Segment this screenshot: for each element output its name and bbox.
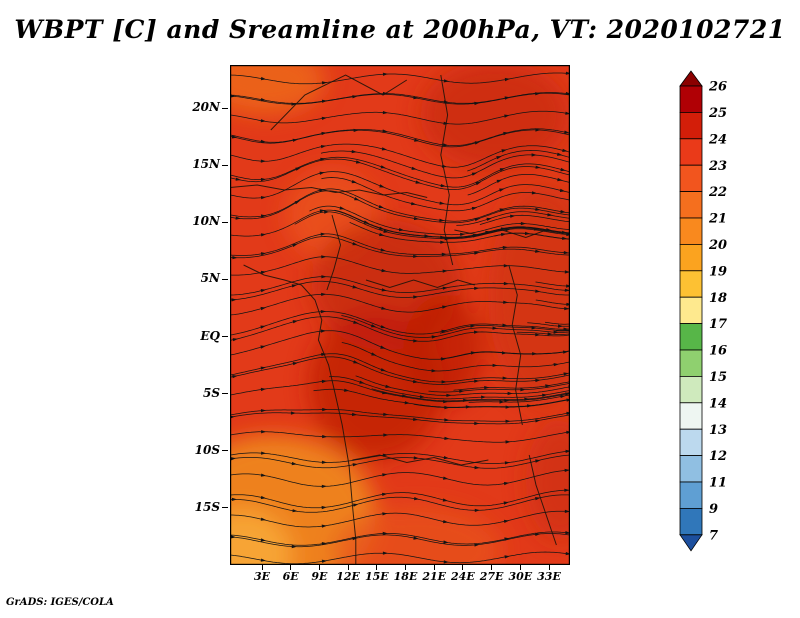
colorbar-level-label: 22 <box>708 185 727 200</box>
lat-tick-label: 20N <box>192 100 220 114</box>
lat-tick-mark <box>222 221 228 223</box>
streamline-map <box>172 45 598 600</box>
colorbar-level-label: 11 <box>709 476 727 491</box>
colorbar-level-label: 17 <box>709 317 727 332</box>
lon-tick-mark <box>433 565 435 570</box>
lat-tick-mark <box>222 336 228 338</box>
lat-tick-label: 5N <box>200 271 220 286</box>
colorbar-band <box>679 296 703 324</box>
colorbar-band <box>679 428 703 457</box>
colorbar-level-label: 12 <box>709 449 727 464</box>
lat-tick-mark <box>222 507 228 509</box>
streamline-arrowheads <box>229 71 574 564</box>
colorbar-level-label: 20 <box>708 238 727 253</box>
colorbar-band <box>679 191 703 219</box>
lon-tick-mark <box>519 565 521 570</box>
lon-tick-label: 21E <box>422 570 447 583</box>
lon-tick-mark <box>405 565 406 570</box>
lat-tick-mark <box>222 164 228 166</box>
colorbar-level-label: 16 <box>709 344 727 359</box>
colorbar-level-label: 9 <box>709 502 718 517</box>
colorbar-band <box>679 270 703 298</box>
colorbar-band <box>679 455 703 483</box>
chart-title: WBPT [C] and Sreamline at 200hPa, VT: 20… <box>14 15 786 44</box>
lon-tick-mark <box>462 565 464 570</box>
colorbar-band <box>679 85 703 113</box>
colorbar-level-label: 26 <box>708 80 727 95</box>
colorbar-level-label: 23 <box>708 159 727 174</box>
colorbar-level-label: 18 <box>709 291 727 306</box>
colorbar-level-label: 13 <box>709 423 727 438</box>
lat-tick-mark <box>222 450 228 452</box>
lon-tick-label: 9E <box>311 570 328 583</box>
colorbar-level-label: 19 <box>709 264 727 279</box>
colorbar-band <box>679 112 703 140</box>
lat-tick-mark <box>222 107 228 109</box>
lon-tick-mark <box>318 565 320 570</box>
lon-tick-label: 12E <box>336 570 360 583</box>
lon-tick-mark <box>376 565 378 570</box>
lon-tick-mark <box>290 565 292 570</box>
lat-tick-label: 15N <box>192 157 220 172</box>
lat-tick-label: 5S <box>202 385 220 400</box>
colorbar-band <box>679 138 703 166</box>
lon-tick-label: 27E <box>479 570 504 583</box>
lon-tick-mark <box>347 565 349 570</box>
lat-tick-mark <box>222 278 228 280</box>
lon-tick-label: 33E <box>537 570 561 583</box>
colorbar-band <box>679 349 703 377</box>
colorbar-level-label: 24 <box>708 132 727 147</box>
colorbar-arrow-bottom <box>679 534 703 552</box>
colorbar-band <box>679 243 703 272</box>
colorbar-level-label: 21 <box>708 212 727 227</box>
plot-frame <box>230 65 570 565</box>
lat-tick-label: 10N <box>192 214 220 229</box>
colorbar-band <box>679 402 703 430</box>
lon-tick-mark <box>491 565 493 570</box>
lon-tick-label: 18E <box>393 570 418 583</box>
colorbar: 26 25 24 23 22 21 20 19 18 17 16 15 14 13 12 11 9 7 <box>679 70 727 552</box>
lat-tick-label: 15S <box>194 499 220 514</box>
lon-tick-mark <box>261 565 263 570</box>
lon-tick-label: 15E <box>364 570 389 583</box>
attribution: GrADS: IGES/COLA <box>6 597 114 608</box>
lat-tick-mark <box>222 393 228 395</box>
colorbar-level-label: 14 <box>709 396 727 411</box>
colorbar-band <box>679 375 703 404</box>
lon-tick-mark <box>548 565 550 570</box>
colorbar-band <box>679 217 703 245</box>
colorbar-arrow-top <box>679 70 703 87</box>
lon-tick-label: 30E <box>508 570 533 583</box>
lon-tick-label: 3E <box>253 570 271 583</box>
colorbar-level-label: 15 <box>709 370 727 385</box>
lon-tick-label: 6E <box>282 570 299 583</box>
lon-tick-label: 24E <box>451 570 475 583</box>
colorbar-band <box>679 323 703 351</box>
colorbar-band <box>679 164 703 192</box>
lat-tick-label: EQ <box>200 328 220 343</box>
colorbar-band <box>679 507 703 536</box>
colorbar-level-label: 25 <box>708 106 727 121</box>
colorbar-band <box>679 481 703 509</box>
lat-tick-label: 10S <box>194 442 220 457</box>
map-plot-area: 20N 15N 10N 5N EQ 5S 10S 15S 3E 6E 9E 12E 15E 18E 21E… <box>172 45 598 600</box>
colorbar-level-label: 7 <box>709 528 718 543</box>
